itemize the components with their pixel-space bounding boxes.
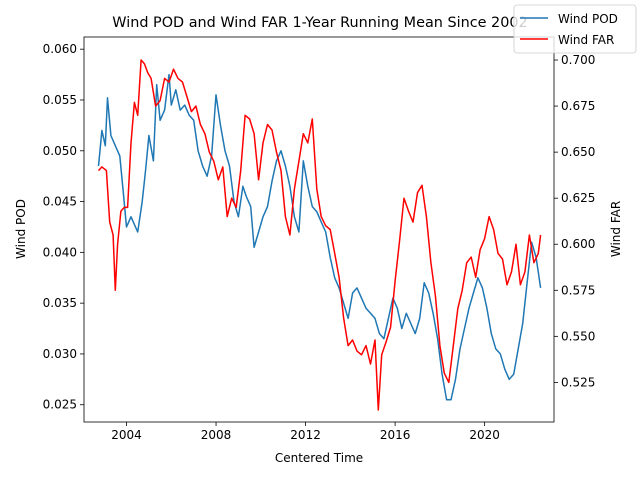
legend-label-wind-far: Wind FAR — [558, 33, 614, 47]
series-line-wind-far — [97, 59, 542, 411]
x-tick-label: 2012 — [290, 428, 321, 442]
y-right-tick-label: 0.700 — [561, 53, 595, 67]
x-tick-label: 2020 — [469, 428, 500, 442]
legend: Wind POD Wind FAR — [513, 4, 637, 54]
y-axis-right-label: Wind FAR — [609, 201, 623, 257]
legend-box — [513, 4, 637, 54]
y-axis-right: 0.525 0.550 0.575 0.600 0.625 0.650 0.675 0.700 — [554, 53, 595, 389]
y-left-tick-label: 0.025 — [43, 398, 77, 412]
series-line-wind-pod — [97, 73, 542, 401]
y-right-tick-label: 0.650 — [561, 145, 595, 159]
x-tick-label: 2004 — [111, 428, 142, 442]
y-right-tick-label: 0.550 — [561, 329, 595, 343]
plot-frame — [83, 36, 555, 423]
x-axis: 2004 2008 2012 2016 2020 — [111, 422, 500, 442]
y-left-tick-label: 0.030 — [43, 347, 77, 361]
y-right-tick-label: 0.675 — [561, 99, 595, 113]
y-right-tick-label: 0.600 — [561, 237, 595, 251]
x-tick-label: 2008 — [201, 428, 232, 442]
chart-title: Wind POD and Wind FAR 1-Year Running Mea… — [112, 15, 527, 31]
y-left-tick-label: 0.040 — [43, 245, 77, 259]
y-right-tick-label: 0.575 — [561, 283, 595, 297]
x-tick-label: 2016 — [380, 428, 411, 442]
y-left-tick-label: 0.055 — [43, 93, 77, 107]
y-right-tick-label: 0.625 — [561, 191, 595, 205]
series-layer — [97, 59, 542, 411]
y-axis-left-label: Wind POD — [14, 199, 28, 259]
y-left-tick-label: 0.050 — [43, 144, 77, 158]
y-left-tick-label: 0.060 — [43, 42, 77, 56]
x-axis-label: Centered Time — [275, 451, 363, 465]
y-left-tick-label: 0.045 — [43, 195, 77, 209]
y-left-tick-label: 0.035 — [43, 296, 77, 310]
y-right-tick-label: 0.525 — [561, 375, 595, 389]
legend-label-wind-pod: Wind POD — [558, 12, 618, 26]
y-axis-left: 0.025 0.030 0.035 0.040 0.045 0.050 0.055 0.060 — [43, 42, 84, 412]
